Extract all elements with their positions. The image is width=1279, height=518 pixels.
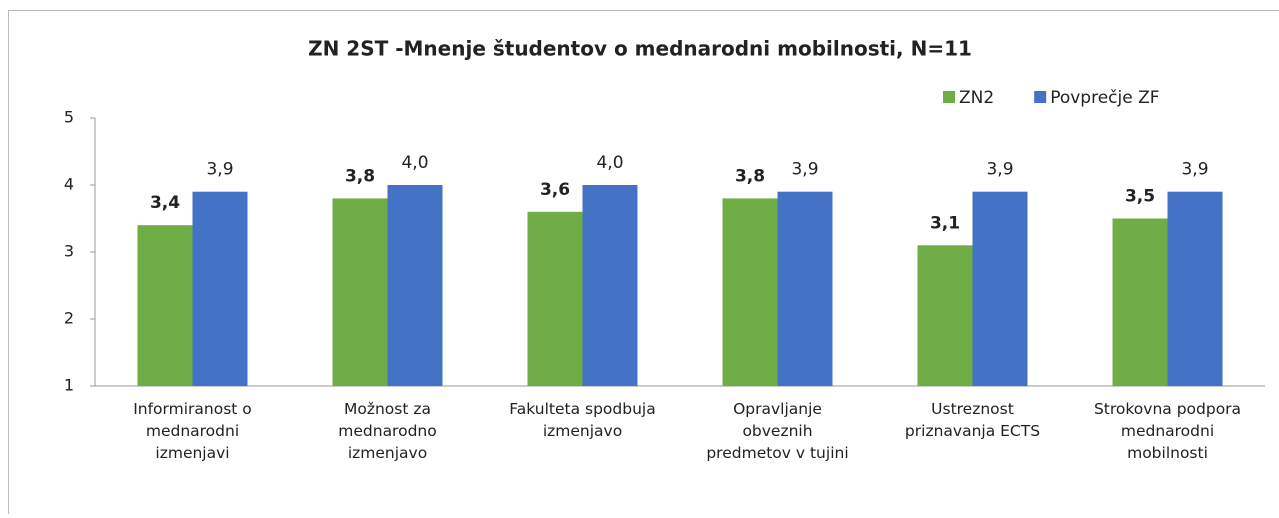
bar xyxy=(918,245,973,386)
bar xyxy=(138,225,193,386)
bar xyxy=(973,192,1028,386)
bar xyxy=(333,198,388,386)
data-label: 3,8 xyxy=(735,166,765,186)
x-tick-label-box: Opravljanje obveznih predmetov v tujini xyxy=(680,398,875,478)
data-label: 3,9 xyxy=(791,160,818,180)
y-tick-label: 2 xyxy=(64,309,74,328)
y-tick-label: 1 xyxy=(64,376,74,395)
data-label: 3,1 xyxy=(930,213,960,233)
x-tick-label-box: Informiranost o mednarodni izmenjavi xyxy=(95,398,290,478)
x-tick-label: Fakulteta spodbuja izmenjavo xyxy=(485,398,680,442)
chart-title: ZN 2ST -Mnenje študentov o mednarodni mo… xyxy=(308,37,972,61)
data-label: 3,8 xyxy=(345,166,375,186)
x-tick-label-box: Možnost za mednarodno izmenjavo xyxy=(290,398,485,478)
legend-swatch xyxy=(943,91,955,103)
data-label: 3,4 xyxy=(150,193,180,213)
data-label: 4,0 xyxy=(596,153,623,173)
x-tick-label: Možnost za mednarodno izmenjavo xyxy=(290,398,485,464)
bar xyxy=(723,198,778,386)
bar xyxy=(1168,192,1223,386)
y-tick-label: 3 xyxy=(64,242,74,261)
bar xyxy=(388,185,443,386)
data-label: 4,0 xyxy=(401,153,428,173)
x-tick-label-box: Strokovna podpora mednarodni mobilnosti xyxy=(1070,398,1265,478)
legend-swatch xyxy=(1034,91,1046,103)
legend-label: Povprečje ZF xyxy=(1050,88,1159,108)
bar xyxy=(193,192,248,386)
x-tick-label: Opravljanje obveznih predmetov v tujini xyxy=(680,398,875,464)
bar xyxy=(778,192,833,386)
bar xyxy=(583,185,638,386)
data-label: 3,5 xyxy=(1125,187,1155,207)
x-tick-label-box: Ustreznost priznavanja ECTS xyxy=(875,398,1070,478)
data-label: 3,9 xyxy=(206,160,233,180)
y-tick-label: 5 xyxy=(64,108,74,127)
data-label: 3,9 xyxy=(1181,160,1208,180)
x-tick-label: Informiranost o mednarodni izmenjavi xyxy=(95,398,290,464)
bar xyxy=(528,212,583,386)
x-tick-label-box: Fakulteta spodbuja izmenjavo xyxy=(485,398,680,478)
legend-label: ZN2 xyxy=(959,88,994,108)
x-tick-label: Strokovna podpora mednarodni mobilnosti xyxy=(1070,398,1265,464)
x-tick-label: Ustreznost priznavanja ECTS xyxy=(875,398,1070,442)
y-tick-label: 4 xyxy=(64,175,74,194)
data-label: 3,6 xyxy=(540,180,570,200)
bar xyxy=(1113,219,1168,387)
data-label: 3,9 xyxy=(986,160,1013,180)
